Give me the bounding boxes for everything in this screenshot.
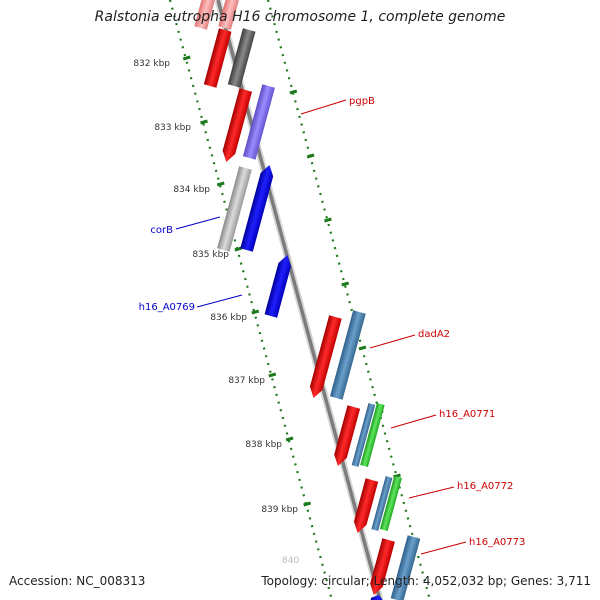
feature-cog-steel-h16_A0772[interactable] — [371, 476, 393, 531]
feature-cog-grey-corB[interactable] — [217, 166, 252, 252]
leader-line-pgpB — [300, 99, 347, 115]
tick-label-837: 837 kbp — [228, 376, 265, 386]
tick-label-839: 839 kbp — [261, 505, 298, 515]
minor-tick — [341, 281, 350, 287]
feature-cog-steel-h16_A0773[interactable] — [390, 535, 421, 600]
major-tick — [285, 436, 294, 442]
tick-label-835: 835 kbp — [192, 250, 229, 260]
feature-reverse-cds-bottom[interactable] — [368, 593, 385, 600]
tick-label-832: 832 kbp — [133, 59, 170, 69]
major-tick — [216, 181, 225, 187]
accession-text: Accession: NC_008313 — [9, 574, 146, 588]
feature-cog-steel-h16_A0771[interactable] — [351, 403, 376, 467]
feature-reverse-cds-h16_A0769[interactable] — [264, 253, 294, 318]
feature-forward-cds-pgpB[interactable] — [220, 88, 253, 163]
minor-tick — [358, 345, 367, 351]
leader-line-h16_A0772 — [408, 486, 455, 499]
major-tick — [303, 501, 312, 507]
gene-label-corB[interactable]: corB — [150, 225, 173, 236]
tick-label-partial: 840 — [282, 556, 299, 566]
feature-forward-cds-h16_A0773[interactable] — [368, 538, 395, 596]
feature-cog-dark-1[interactable] — [227, 28, 256, 88]
feature-cog-green-h16_A0771[interactable] — [360, 402, 385, 468]
minor-tick — [323, 217, 332, 223]
leader-line-h16_A0773 — [420, 541, 467, 555]
feature-reverse-cds-corB[interactable] — [240, 163, 276, 252]
gene-label-pgpB[interactable]: pgpB — [349, 96, 375, 107]
feature-forward-cds-h16_A0771[interactable] — [332, 405, 361, 467]
feature-forward-cds-1[interactable] — [203, 28, 232, 88]
feature-cog-purple-pgpB[interactable] — [242, 84, 275, 160]
feature-cog-top[interactable] — [218, 0, 240, 30]
gene-label-h16_A0771[interactable]: h16_A0771 — [439, 409, 495, 420]
tick-label-838: 838 kbp — [245, 440, 282, 450]
feature-forward-cds-dadA2[interactable] — [307, 315, 342, 399]
major-tick — [251, 309, 260, 315]
major-tick — [200, 119, 208, 125]
minor-tick — [289, 89, 298, 95]
leader-line-h16_A0769 — [196, 294, 243, 308]
feature-cog-steel-dadA2[interactable] — [329, 310, 366, 400]
tick-label-834: 834 kbp — [173, 185, 210, 195]
major-tick — [268, 372, 277, 378]
gene-label-h16_A0769[interactable]: h16_A0769 — [139, 302, 195, 313]
gene-label-h16_A0772[interactable]: h16_A0772 — [457, 481, 513, 492]
leader-line-h16_A0771 — [390, 414, 437, 429]
scale-tick-labels: 832 kbp 833 kbp 834 kbp 835 kbp 836 kbp … — [133, 59, 298, 515]
gene-label-dadA2[interactable]: dadA2 — [418, 329, 450, 340]
gene-features — [194, 0, 421, 600]
leader-line-corB — [175, 216, 221, 230]
map-title: Ralstonia eutropha H16 chromosome 1, com… — [94, 9, 506, 25]
feature-forward-cds-h16_A0772[interactable] — [351, 478, 379, 534]
leader-line-dadA2 — [369, 334, 416, 349]
gene-label-h16_A0773[interactable]: h16_A0773 — [469, 537, 525, 548]
feature-forward-cds-top[interactable] — [194, 0, 216, 30]
ruler-left-dotted — [168, 0, 334, 600]
tick-label-836: 836 kbp — [210, 313, 247, 323]
gene-label-group: pgpB corB h16_A0769 dadA2 h16_A0771 h16_… — [139, 96, 525, 555]
major-tick — [182, 55, 191, 61]
minor-tick — [306, 153, 315, 159]
topology-text: Topology: circular; Length: 4,052,032 bp… — [261, 574, 591, 588]
feature-cog-green-h16_A0772[interactable] — [379, 475, 402, 532]
tick-label-833: 833 kbp — [154, 123, 191, 133]
